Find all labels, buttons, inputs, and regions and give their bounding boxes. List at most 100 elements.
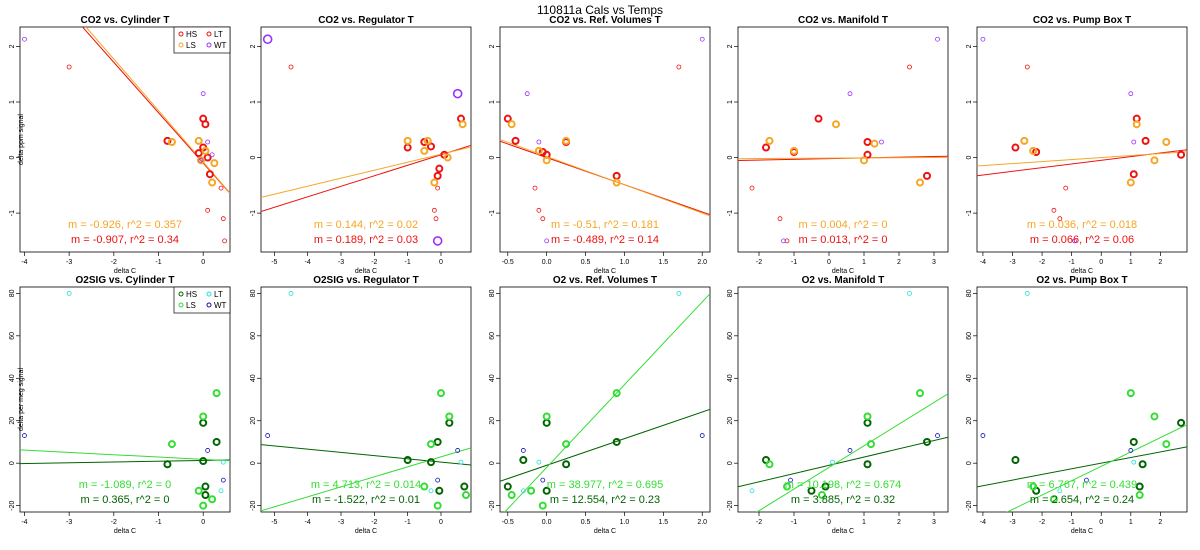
x-tick-label: -0.5 — [502, 519, 514, 526]
plot-frame — [19, 26, 231, 253]
x-axis-label: delta C — [355, 528, 377, 535]
data-point-lt — [1057, 216, 1063, 222]
data-point-wt — [935, 433, 940, 438]
data-point-hs — [201, 491, 210, 500]
data-point-hs — [863, 460, 872, 469]
x-tick-label: -3 — [338, 519, 344, 526]
fit-annotation-ls: m = 0.144, r^2 = 0.02 — [314, 219, 418, 231]
legend-label: WT — [214, 301, 227, 310]
chart-title: CO2 vs. Cylinder T — [81, 15, 170, 26]
data-point-wt — [205, 448, 211, 453]
x-tick-label: -2 — [111, 519, 117, 526]
y-tick-label: 0 — [489, 461, 496, 465]
data-point-wt — [540, 477, 546, 483]
data-point-hs — [807, 486, 816, 495]
x-tick-label: 0 — [827, 519, 831, 526]
data-point-lt — [532, 185, 538, 191]
x-axis-label: delta C — [114, 268, 136, 275]
data-point-ls — [433, 501, 442, 510]
data-point-ls — [208, 178, 217, 187]
fit-line-ls — [977, 151, 1187, 167]
data-point-hs — [503, 482, 512, 491]
data-point-ls — [1132, 120, 1141, 129]
y-tick-label: -1 — [250, 210, 257, 216]
y-tick-label: 0 — [489, 156, 496, 160]
fit-annotation-hs: m = -1.522, r^2 = 0.01 — [312, 494, 420, 506]
x-tick-label: 1.5 — [658, 259, 668, 266]
data-point-hs — [1177, 418, 1186, 427]
fit-annotation-hs: m = 2.654, r^2 = 0.24 — [1030, 494, 1134, 506]
data-point-hs — [863, 150, 872, 159]
x-axis-label: delta C — [594, 528, 616, 535]
data-point-hs — [403, 455, 412, 464]
y-tick-label: 0 — [727, 156, 734, 160]
data-point-ls — [562, 440, 571, 449]
y-tick-label: -20 — [966, 500, 973, 510]
x-tick-label: -4 — [305, 519, 311, 526]
data-point-ls — [420, 482, 429, 491]
chart-panel: CO2 vs. Cylinder T -4 -3 -2 -1 0 delta C -1 0 1 2 d… — [9, 15, 231, 275]
x-tick-label: -5 — [271, 519, 277, 526]
data-point-ls — [832, 120, 840, 129]
legend: HS LS LT WT — [173, 286, 231, 314]
data-point-hs — [403, 143, 412, 152]
y-tick-label: 40 — [250, 374, 257, 382]
data-point-ls — [420, 146, 429, 155]
data-point-hs — [445, 418, 454, 427]
legend-label: WT — [214, 41, 227, 50]
data-point-lt — [830, 459, 835, 465]
data-point-lt — [907, 64, 912, 70]
legend-marker — [178, 291, 184, 297]
x-tick-label: 0 — [201, 519, 205, 526]
data-point-wt — [200, 91, 206, 97]
x-axis-label: delta C — [832, 268, 854, 275]
data-point-ls — [443, 153, 452, 162]
data-point-lt — [536, 459, 542, 465]
x-tick-label: -2 — [111, 259, 117, 266]
data-point-wt — [22, 433, 27, 438]
x-tick-label: -2 — [371, 259, 377, 266]
x-tick-label: 0.0 — [542, 259, 552, 266]
data-point-ls — [1150, 156, 1159, 165]
x-tick-label: -2 — [756, 259, 762, 266]
plot-frame — [976, 286, 1188, 513]
data-point-hs — [1135, 482, 1144, 491]
y-axis-label: delta per meg signal — [18, 368, 25, 431]
data-point-ls — [1150, 412, 1159, 421]
data-point-ls — [538, 501, 547, 510]
y-tick-label: -1 — [9, 210, 16, 216]
fit-annotation-ls: m = 4.713, r^2 = 0.014 — [311, 479, 421, 491]
data-point-ls — [1135, 491, 1144, 500]
y-tick-label: 1 — [9, 100, 16, 104]
chart-title: O2 vs. Manifold T — [802, 275, 885, 286]
chart-panel: CO2 vs. Regulator T -5 -4 -3 -2 -1 0 delta C -1 0… — [250, 15, 472, 275]
data-point-lt — [1057, 488, 1063, 494]
x-tick-label: -1 — [791, 259, 797, 266]
x-tick-label: -1 — [405, 259, 411, 266]
fit-line-ls — [20, 449, 230, 462]
fit-line-hs — [738, 436, 948, 488]
x-tick-label: -3 — [66, 519, 72, 526]
x-axis-label: delta C — [114, 528, 136, 535]
legend-label: HS — [186, 30, 197, 39]
fit-line-ls — [261, 146, 471, 198]
data-point-ls — [437, 389, 445, 398]
data-point-hs — [203, 153, 212, 162]
data-point-hs — [612, 171, 621, 180]
plot-frame — [19, 286, 231, 513]
data-point-ls — [1126, 389, 1135, 398]
data-point-hs — [923, 171, 931, 180]
fit-line-hs — [20, 459, 230, 465]
x-tick-label: 2 — [1158, 259, 1162, 266]
data-point-lt — [220, 216, 226, 222]
data-point-wt — [847, 448, 853, 453]
data-point-lt — [458, 459, 464, 465]
data-point-hs — [1129, 437, 1138, 446]
y-tick-label: -20 — [727, 500, 734, 510]
chart-title: O2 vs. Ref. Volumes T — [553, 275, 657, 286]
data-point-ls — [1049, 495, 1058, 504]
y-tick-label: 20 — [489, 417, 496, 425]
data-point-wt — [455, 448, 461, 453]
data-point-lt — [1051, 207, 1057, 213]
y-tick-label: 80 — [250, 289, 257, 297]
